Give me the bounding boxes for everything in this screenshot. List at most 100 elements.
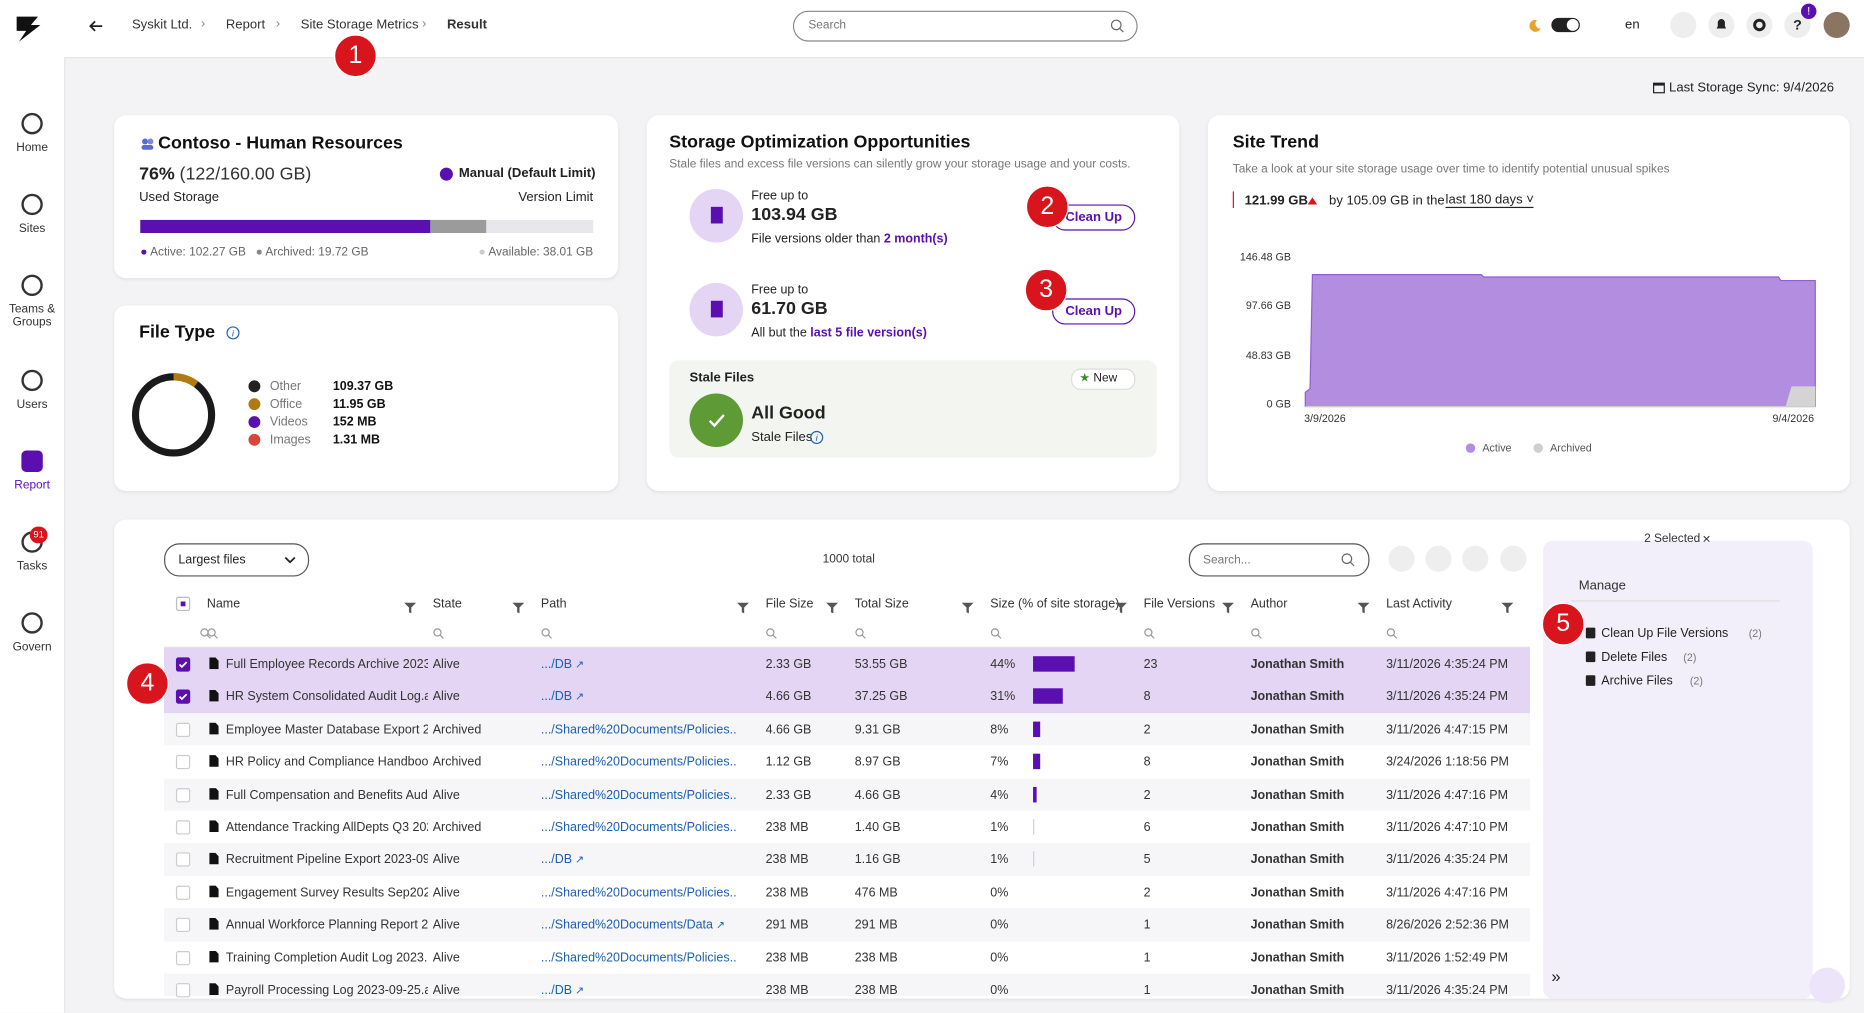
expand-button[interactable] [1462,545,1489,572]
nav-label[interactable]: Home [16,141,48,155]
path-link[interactable]: .../Shared%20Documents/Policies... [540,950,738,965]
breadcrumb-item[interactable]: Site Storage Metrics [300,17,419,33]
breadcrumb-item[interactable]: Report [225,17,266,33]
row-checkbox[interactable] [175,917,191,933]
row-checkbox[interactable] [175,657,191,672]
table-row[interactable] [164,843,1530,876]
trend-period[interactable]: last 180 days ˅ [1445,192,1534,209]
nav-label[interactable]: Report [14,479,50,493]
filter-icon[interactable] [1222,598,1234,614]
action-label[interactable]: Clean Up File Versions [1601,626,1729,641]
column-header[interactable]: Size (% of site storage) [990,596,1120,612]
filter-icon[interactable] [1501,598,1514,614]
hierarchy-button[interactable] [1500,545,1527,572]
column-header[interactable]: File Size [765,596,814,612]
row-checkbox[interactable] [175,689,191,705]
path-cell[interactable]: .../Shared%20Documents/Policies... ↗ [541,723,737,740]
table-row[interactable] [164,713,1530,746]
table-row[interactable] [164,973,1530,997]
row-checkbox[interactable] [175,787,191,802]
notifications-icon[interactable] [1708,11,1735,39]
table-row[interactable] [164,778,1530,811]
filter-icon[interactable] [961,598,974,614]
path-link[interactable]: .../Shared%20Documents/Policies... [540,755,738,770]
settings-icon[interactable] [1746,11,1773,39]
column-header[interactable]: Last Activity [1386,596,1453,612]
table-row[interactable] [164,941,1530,974]
header-checkbox[interactable] [175,596,191,612]
column-search-icon[interactable] [1144,624,1156,639]
path-cell[interactable]: .../DB ↗ [541,690,737,707]
column-header[interactable]: Total Size [854,596,909,612]
table-row[interactable] [164,810,1530,844]
path-link[interactable]: .../Shared%20Documents/Data [540,917,713,933]
table-row[interactable] [164,908,1530,942]
column-header[interactable]: Author [1250,596,1288,612]
path-cell[interactable]: .../DB ↗ [541,657,737,674]
path-cell[interactable]: .../Shared%20Documents/Data ↗ [541,918,737,935]
column-search-icon[interactable] [766,624,778,639]
column-search-icon[interactable] [990,624,1002,639]
action-label[interactable]: Delete Files [1601,650,1668,665]
row-checkbox[interactable] [175,950,191,965]
path-link[interactable]: .../Shared%20Documents/Policies... [540,787,738,802]
table-search[interactable]: Search... [1188,543,1370,577]
column-header[interactable]: Path [540,596,567,612]
path-cell[interactable]: .../Shared%20Documents/Policies... ↗ [541,788,737,805]
info-icon[interactable]: i [226,326,240,340]
back-button[interactable] [88,18,105,35]
path-cell[interactable]: .../Shared%20Documents/Policies... ↗ [541,755,737,772]
search-box[interactable]: Search [792,10,1138,42]
filter-icon[interactable] [826,598,839,614]
filter-icon[interactable] [404,598,417,614]
path-link[interactable]: .../DB [540,852,573,868]
view-dropdown[interactable]: Largest files [164,543,310,577]
path-link[interactable]: .../Shared%20Documents/Policies... [540,885,738,900]
path-link[interactable]: .../DB [540,657,573,672]
filter-icon[interactable] [1115,598,1127,614]
clean-up-button[interactable]: Clean Up [1052,204,1136,231]
path-cell[interactable]: .../DB ↗ [541,853,737,870]
column-search-icon[interactable] [1251,624,1263,639]
language[interactable]: en [1625,17,1640,33]
column-search-icon[interactable] [855,624,867,639]
column-search-icon[interactable] [433,624,445,639]
nav-label[interactable]: Sites [18,222,46,236]
table-row[interactable] [164,680,1530,714]
collapse-panel[interactable]: » [1551,966,1561,986]
nav-label[interactable]: Govern [12,640,52,654]
filter-icon[interactable] [737,598,749,614]
row-checkbox[interactable] [175,820,191,835]
path-link[interactable]: .../DB [540,689,573,705]
row-checkbox[interactable] [175,755,191,770]
column-search-icon[interactable] [1386,624,1398,639]
path-cell[interactable]: .../Shared%20Documents/Policies... ↗ [541,885,737,902]
nav-label[interactable]: Teams & Groups [8,303,56,330]
filter-icon[interactable] [1357,598,1370,614]
clean-up-button[interactable]: Clean Up [1052,298,1136,325]
filter-icon[interactable] [512,598,525,614]
nav-label[interactable]: Tasks [16,559,48,573]
table-row[interactable] [164,875,1530,909]
column-search-icon[interactable] [541,624,553,639]
path-link[interactable]: .../DB [540,983,573,998]
path-link[interactable]: .../Shared%20Documents/Policies... [540,722,738,737]
switch-icon[interactable] [1670,11,1697,39]
row-checkbox[interactable] [175,983,191,998]
nav-label[interactable]: Users [16,398,48,412]
assistant-button[interactable] [1809,967,1845,1004]
row-checkbox[interactable] [175,852,191,868]
avatar[interactable] [1823,11,1850,39]
theme-toggle[interactable] [1551,17,1580,33]
path-cell[interactable]: .../DB ↗ [541,983,737,1000]
row-checkbox[interactable] [175,885,191,900]
save-button[interactable] [1425,545,1452,572]
path-link[interactable]: .../Shared%20Documents/Policies... [540,820,738,835]
column-header[interactable]: Name [206,596,241,612]
table-row[interactable] [164,647,1530,681]
clear-selection[interactable]: × [1702,530,1711,547]
column-header[interactable]: State [432,596,462,612]
path-cell[interactable]: .../Shared%20Documents/Policies... ↗ [541,820,737,837]
table-row[interactable] [164,745,1530,779]
path-cell[interactable]: .../Shared%20Documents/Policies... ↗ [541,951,737,968]
